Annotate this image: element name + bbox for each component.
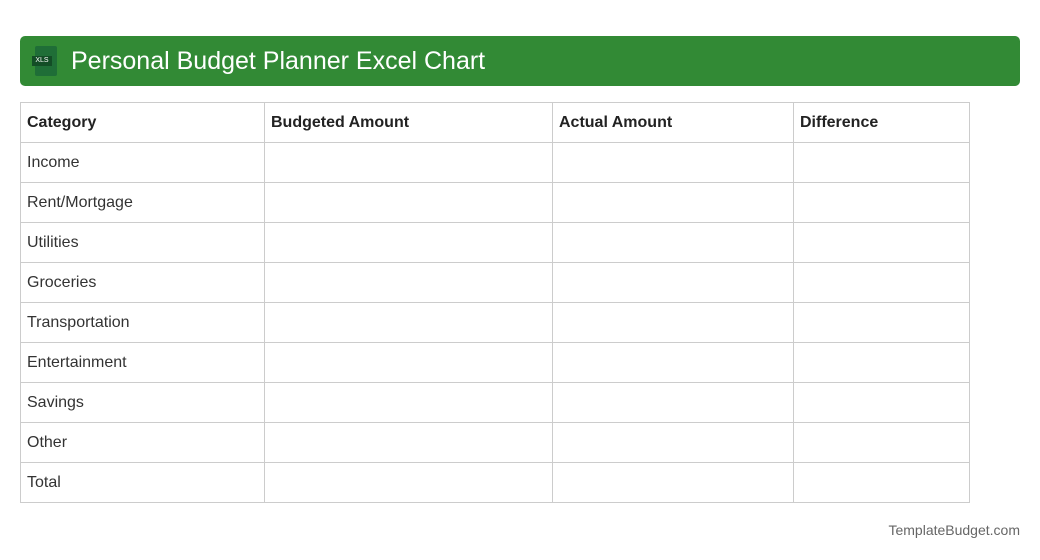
page-title: Personal Budget Planner Excel Chart [71, 46, 486, 75]
column-header: Difference [793, 102, 970, 143]
table-row: Groceries [20, 262, 970, 303]
value-cell[interactable] [793, 142, 970, 183]
category-cell: Entertainment [20, 342, 265, 383]
value-cell[interactable] [793, 222, 970, 263]
value-cell[interactable] [552, 182, 794, 223]
value-cell[interactable] [793, 302, 970, 343]
value-cell[interactable] [552, 462, 794, 503]
footer-brand: TemplateBudget.com [888, 522, 1020, 538]
column-header: Actual Amount [552, 102, 794, 143]
value-cell[interactable] [264, 302, 553, 343]
column-header: Budgeted Amount [264, 102, 553, 143]
table-row: Rent/Mortgage [20, 182, 970, 223]
xls-file-icon: XLS [32, 46, 58, 76]
xls-label: XLS [32, 56, 52, 66]
table-row: Income [20, 142, 970, 183]
value-cell[interactable] [552, 422, 794, 463]
value-cell[interactable] [552, 222, 794, 263]
category-cell: Transportation [20, 302, 265, 343]
value-cell[interactable] [264, 422, 553, 463]
table-row: Savings [20, 382, 970, 423]
table-row: Total [20, 462, 970, 503]
table-row: Other [20, 422, 970, 463]
value-cell[interactable] [264, 262, 553, 303]
value-cell[interactable] [793, 262, 970, 303]
value-cell[interactable] [793, 462, 970, 503]
table-row: Utilities [20, 222, 970, 263]
budget-table: Category Budgeted Amount Actual Amount Diff… [20, 102, 970, 503]
value-cell[interactable] [264, 182, 553, 223]
value-cell[interactable] [264, 462, 553, 503]
category-cell: Groceries [20, 262, 265, 303]
table-row: Entertainment [20, 342, 970, 383]
category-cell: Savings [20, 382, 265, 423]
column-header: Category [20, 102, 265, 143]
value-cell[interactable] [264, 222, 553, 263]
value-cell[interactable] [264, 142, 553, 183]
value-cell[interactable] [552, 142, 794, 183]
header-row: Category Budgeted Amount Actual Amount Diff… [20, 102, 970, 143]
category-cell: Utilities [20, 222, 265, 263]
value-cell[interactable] [552, 382, 794, 423]
value-cell[interactable] [264, 382, 553, 423]
category-cell: Income [20, 142, 265, 183]
value-cell[interactable] [793, 182, 970, 223]
table-row: Transportation [20, 302, 970, 343]
title-banner: XLS Personal Budget Planner Excel Chart [20, 36, 1020, 86]
category-cell: Rent/Mortgage [20, 182, 265, 223]
value-cell[interactable] [793, 422, 970, 463]
value-cell[interactable] [552, 302, 794, 343]
category-cell: Total [20, 462, 265, 503]
category-cell: Other [20, 422, 265, 463]
value-cell[interactable] [552, 262, 794, 303]
value-cell[interactable] [793, 342, 970, 383]
value-cell[interactable] [552, 342, 794, 383]
value-cell[interactable] [264, 342, 553, 383]
value-cell[interactable] [793, 382, 970, 423]
